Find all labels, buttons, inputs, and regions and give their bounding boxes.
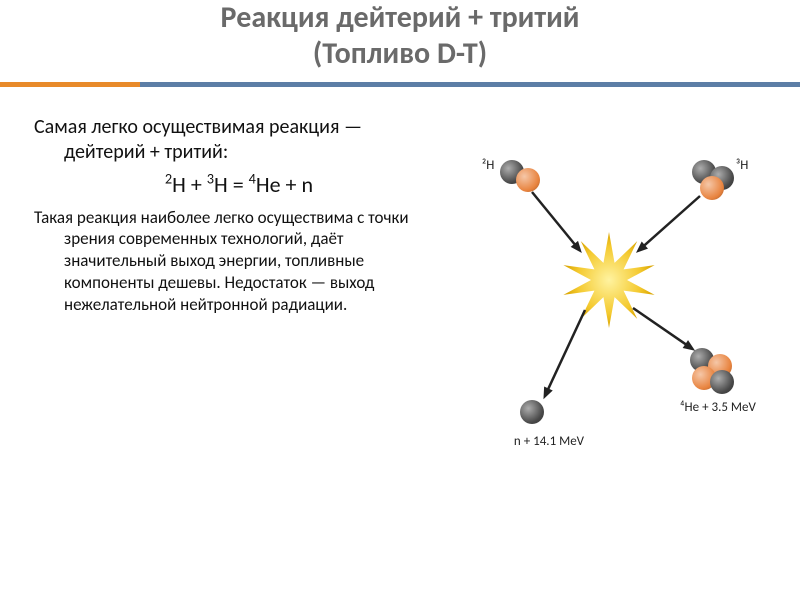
arrow-deuterium	[524, 184, 589, 260]
paragraph-details: Такая реакция наиболее легко осуществима…	[34, 207, 444, 316]
divider-orange	[0, 82, 140, 87]
title-line2: (Топливо D-T)	[313, 35, 487, 72]
fusion-diagram: ²H ³H ⁴He + 3.5 MeV n + 14.1 MeV	[454, 150, 764, 480]
title-line1: Реакция дейтерий + тритий	[221, 0, 580, 36]
divider-blue	[140, 82, 800, 87]
arrow-helium	[625, 300, 702, 358]
label-tritium: ³H	[736, 158, 748, 173]
label-deuterium: ²H	[482, 158, 494, 173]
paragraph-intro: Самая легко осуществимая реакция — дейте…	[34, 115, 444, 165]
divider	[0, 82, 800, 87]
arrow-tritium	[629, 188, 708, 260]
reaction-equation: 2H + 3H = 4He + n	[34, 171, 444, 199]
arrow-neutron	[536, 302, 593, 406]
he4-neutron-2	[710, 370, 734, 394]
label-neutron: n + 14.1 MeV	[514, 434, 584, 449]
label-helium: ⁴He + 3.5 MeV	[680, 400, 756, 415]
